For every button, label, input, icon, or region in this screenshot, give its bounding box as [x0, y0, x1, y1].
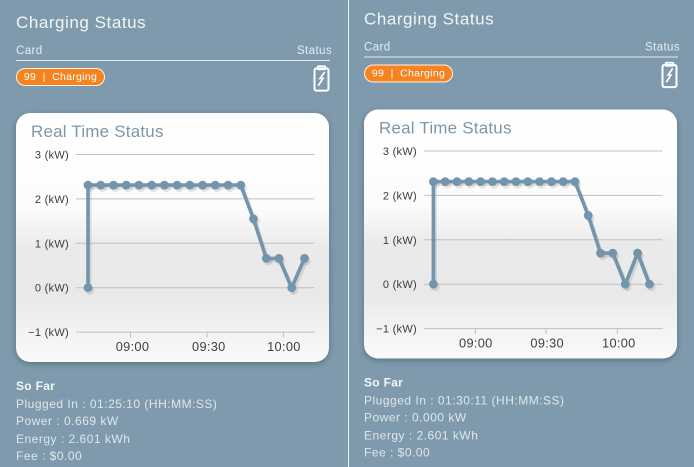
svg-text:10:00: 10:00 [267, 339, 301, 354]
svg-text:1 (kW): 1 (kW) [35, 238, 69, 250]
svg-text:09:00: 09:00 [116, 339, 150, 354]
svg-text:10:00: 10:00 [602, 335, 636, 350]
svg-text:0 (kW): 0 (kW) [35, 282, 69, 294]
svg-text:2 (kW): 2 (kW) [383, 190, 417, 202]
svg-text:3 (kW): 3 (kW) [383, 146, 417, 158]
svg-text:−1 (kW): −1 (kW) [28, 327, 69, 339]
svg-text:3 (kW): 3 (kW) [35, 149, 69, 161]
svg-text:09:30: 09:30 [192, 339, 226, 354]
svg-text:1 (kW): 1 (kW) [383, 234, 417, 246]
svg-text:0 (kW): 0 (kW) [383, 279, 417, 291]
svg-text:09:30: 09:30 [530, 335, 564, 350]
svg-text:2 (kW): 2 (kW) [35, 193, 69, 205]
svg-text:09:00: 09:00 [459, 335, 493, 350]
svg-text:−1 (kW): −1 (kW) [376, 323, 417, 335]
